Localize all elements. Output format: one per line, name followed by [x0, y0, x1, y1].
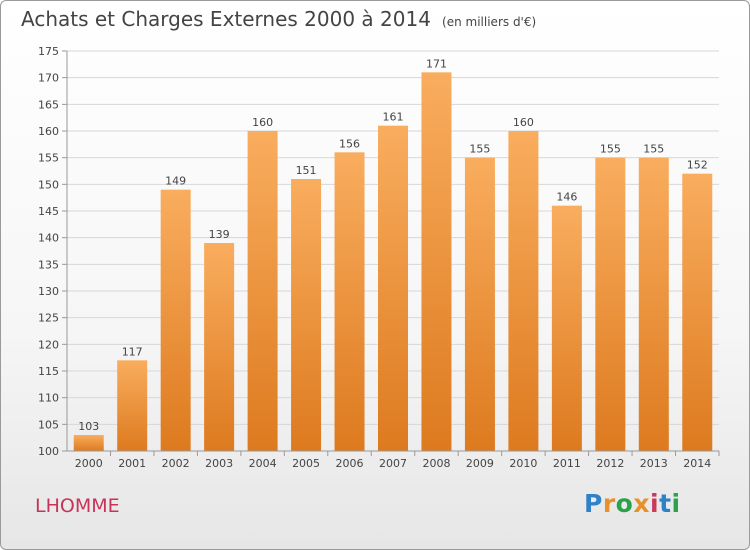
axes	[62, 50, 720, 456]
data-label-2008: 171	[426, 57, 447, 70]
y-tick-label: 120	[38, 338, 59, 351]
x-tick-label-2012: 2012	[596, 457, 624, 470]
bar-2006	[334, 152, 365, 452]
x-tick-label-2001: 2001	[118, 457, 146, 470]
y-tick-label: 115	[38, 365, 59, 378]
bar-2012	[595, 157, 626, 451]
y-tick-label: 160	[38, 125, 59, 138]
bar-2005	[291, 179, 322, 451]
data-label-2007: 161	[383, 111, 404, 124]
data-label-2010: 160	[513, 116, 534, 129]
data-label-2000: 103	[78, 420, 99, 433]
chart-subtitle: (en milliers d'€)	[442, 15, 537, 29]
data-label-2013: 155	[643, 143, 664, 156]
y-tick-label: 135	[38, 258, 59, 271]
y-tick-label: 170	[38, 72, 59, 85]
data-label-2012: 155	[600, 143, 621, 156]
bar-2002	[160, 189, 191, 451]
x-tick-label-2003: 2003	[205, 457, 233, 470]
x-tick-label-2002: 2002	[162, 457, 190, 470]
y-tick-label: 140	[38, 232, 59, 245]
title-row: Achats et Charges Externes 2000 à 2014 (…	[21, 7, 536, 31]
logo-letter: o	[615, 489, 634, 518]
bar-2000	[73, 435, 104, 451]
y-tick-label: 155	[38, 152, 59, 165]
y-tick-label: 175	[38, 45, 59, 58]
x-tick-label-2009: 2009	[466, 457, 494, 470]
y-tick-label: 105	[38, 418, 59, 431]
bar-2011	[551, 205, 582, 451]
y-tick-label: 165	[38, 98, 59, 111]
data-label-2014: 152	[687, 159, 708, 172]
data-label-2001: 117	[122, 345, 143, 358]
x-tick-label-2005: 2005	[292, 457, 320, 470]
logo-letter: P	[584, 489, 603, 518]
y-tick-label: 100	[38, 445, 59, 458]
data-label-2002: 149	[165, 175, 186, 188]
x-tick-label-2013: 2013	[640, 457, 668, 470]
bar-2009	[464, 157, 495, 451]
x-tick-label-2006: 2006	[336, 457, 364, 470]
data-label-2005: 151	[296, 164, 317, 177]
proxiti-logo: Proxiti	[584, 489, 681, 518]
x-tick-label-2004: 2004	[249, 457, 277, 470]
logo-letter: r	[602, 489, 616, 518]
labels: 100 105 110 115 120 125 130 135 140 145 150 155 160 1…	[38, 45, 711, 470]
bar-2008	[421, 72, 452, 451]
x-tick-label-2011: 2011	[553, 457, 581, 470]
bar-2010	[508, 131, 539, 451]
data-label-2009: 155	[469, 143, 490, 156]
x-tick-label-2007: 2007	[379, 457, 407, 470]
data-label-2003: 139	[209, 228, 230, 241]
y-tick-label: 110	[38, 392, 59, 405]
y-tick-label: 130	[38, 285, 59, 298]
chart-title: Achats et Charges Externes 2000 à 2014	[21, 7, 431, 31]
logo-letter: i	[650, 489, 660, 518]
y-tick-label: 145	[38, 205, 59, 218]
bar-2007	[378, 125, 408, 452]
place-name: LHOMME	[35, 495, 120, 517]
bars	[73, 72, 713, 452]
x-tick-label-2000: 2000	[75, 457, 103, 470]
logo-letter: x	[633, 489, 650, 518]
y-tick-label: 125	[38, 312, 59, 325]
bar-2003	[204, 243, 235, 451]
bar-2004	[247, 131, 278, 451]
y-tick-label: 150	[38, 178, 59, 191]
bar-2013	[638, 157, 669, 451]
data-label-2004: 160	[252, 116, 273, 129]
data-label-2011: 146	[556, 191, 577, 204]
bar-2014	[682, 173, 713, 451]
x-tick-label-2008: 2008	[422, 457, 450, 470]
x-tick-label-2010: 2010	[509, 457, 537, 470]
bar-2001	[117, 360, 148, 451]
x-tick-label-2014: 2014	[683, 457, 711, 470]
logo-letter: t	[659, 489, 672, 518]
logo-letter: i	[671, 489, 681, 518]
data-label-2006: 156	[339, 137, 360, 150]
